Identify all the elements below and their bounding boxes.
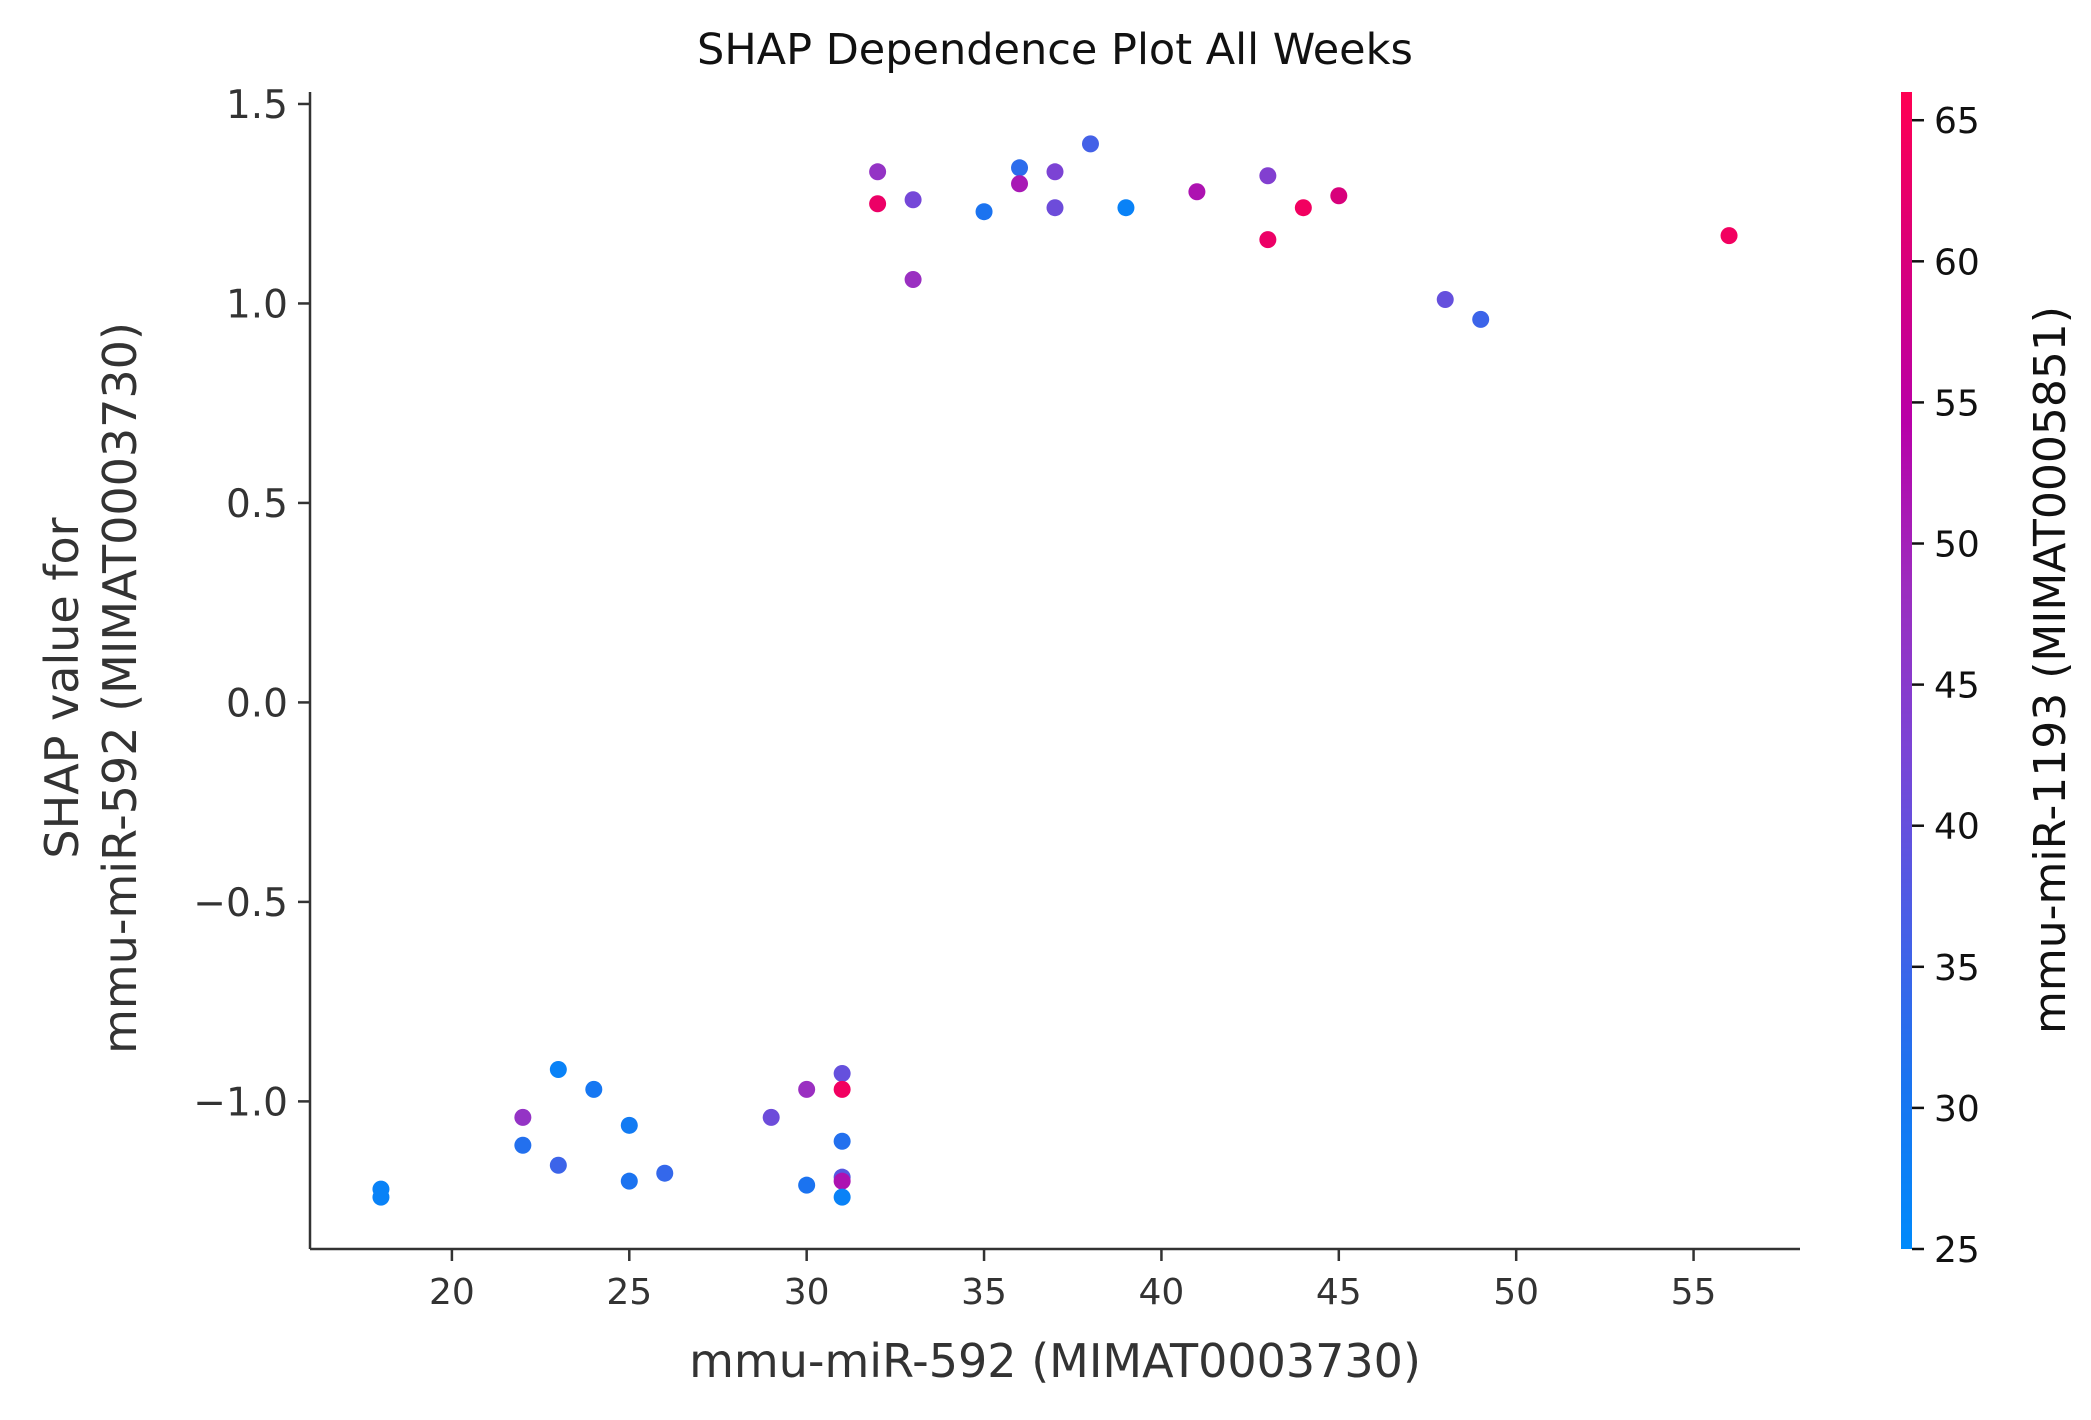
y-tick-label: 1.5 [226, 83, 288, 128]
scatter-point [1011, 159, 1029, 177]
scatter-point [762, 1108, 780, 1126]
plot-area: 20 25 30 35 40 45 50 55 1.5 1.0 0.5 0.0 −0.5 −1.0 [193, 83, 1800, 1313]
scatter-point [1330, 187, 1348, 205]
scatter-point [514, 1108, 532, 1126]
scatter-point [869, 195, 887, 213]
scatter-points [372, 135, 1738, 1206]
scatter-point [549, 1060, 567, 1078]
colorbar-gradient [1901, 92, 1912, 1249]
colorbar-tick-label: 30 [1934, 1089, 1980, 1130]
scatter-point [1188, 183, 1206, 201]
x-tick-label: 20 [429, 1272, 475, 1313]
chart-title: SHAP Dependence Plot All Weeks [697, 25, 1413, 75]
scatter-point [1720, 227, 1738, 245]
scatter-point [1294, 199, 1312, 217]
colorbar-tick-label: 45 [1934, 666, 1980, 707]
x-ticks: 20 25 30 35 40 45 50 55 [429, 1249, 1716, 1313]
y-tick-label: 0.0 [226, 681, 288, 726]
scatter-point [1259, 231, 1277, 249]
scatter-point [656, 1164, 674, 1182]
scatter-point [372, 1188, 390, 1206]
x-tick-label: 55 [1671, 1272, 1717, 1313]
colorbar-tick-label: 60 [1934, 242, 1980, 283]
x-tick-label: 35 [961, 1272, 1007, 1313]
scatter-point [1046, 199, 1064, 217]
y-ticks: 1.5 1.0 0.5 0.0 −0.5 −1.0 [193, 83, 310, 1125]
x-tick-label: 45 [1316, 1272, 1362, 1313]
y-axis-title: SHAP value for mmu-miR-592 (MIMAT0003730… [35, 322, 147, 1054]
scatter-point [904, 191, 922, 209]
scatter-point [798, 1080, 816, 1098]
colorbar: 25 30 35 40 45 50 55 60 65 [1901, 92, 1980, 1271]
scatter-point [833, 1172, 851, 1190]
colorbar-tick-label: 40 [1934, 807, 1980, 848]
scatter-point [798, 1176, 816, 1194]
colorbar-tick-label: 50 [1934, 525, 1980, 566]
colorbar-tick-label: 25 [1934, 1230, 1980, 1271]
scatter-point [869, 163, 887, 181]
y-tick-label: 1.0 [226, 282, 288, 327]
colorbar-tick-label: 35 [1934, 948, 1980, 989]
colorbar-tick-label: 55 [1934, 383, 1980, 424]
scatter-point [585, 1080, 603, 1098]
scatter-point [904, 271, 922, 289]
x-tick-label: 30 [784, 1272, 830, 1313]
scatter-point [833, 1080, 851, 1098]
scatter-point [620, 1116, 638, 1134]
scatter-point [1011, 175, 1029, 193]
scatter-point [833, 1064, 851, 1082]
scatter-point [1259, 167, 1277, 185]
colorbar-tick-label: 65 [1934, 101, 1980, 142]
scatter-point [514, 1136, 532, 1154]
x-tick-label: 25 [606, 1272, 652, 1313]
y-tick-label: −1.0 [193, 1080, 288, 1125]
scatter-point [1081, 135, 1099, 153]
y-tick-label: 0.5 [226, 482, 288, 527]
x-tick-label: 50 [1493, 1272, 1539, 1313]
x-tick-label: 40 [1139, 1272, 1185, 1313]
scatter-point [833, 1132, 851, 1150]
scatter-point [975, 203, 993, 221]
scatter-point [833, 1188, 851, 1206]
scatter-point [549, 1156, 567, 1174]
scatter-point [620, 1172, 638, 1190]
y-axis-title-line-1: SHAP value for [35, 517, 89, 858]
scatter-point [1436, 290, 1454, 308]
y-axis-title-line-2: mmu-miR-592 (MIMAT0003730) [93, 322, 147, 1054]
colorbar-title: mmu-miR-1193 (MIMAT0005851) [2025, 306, 2076, 1034]
scatter-point [1046, 163, 1064, 181]
x-axis-title: mmu-miR-592 (MIMAT0003730) [689, 1334, 1421, 1388]
scatter-point [1472, 310, 1490, 328]
y-tick-label: −0.5 [193, 881, 288, 926]
scatter-point [1117, 199, 1135, 217]
colorbar-ticks: 25 30 35 40 45 50 55 60 65 [1912, 101, 1980, 1271]
